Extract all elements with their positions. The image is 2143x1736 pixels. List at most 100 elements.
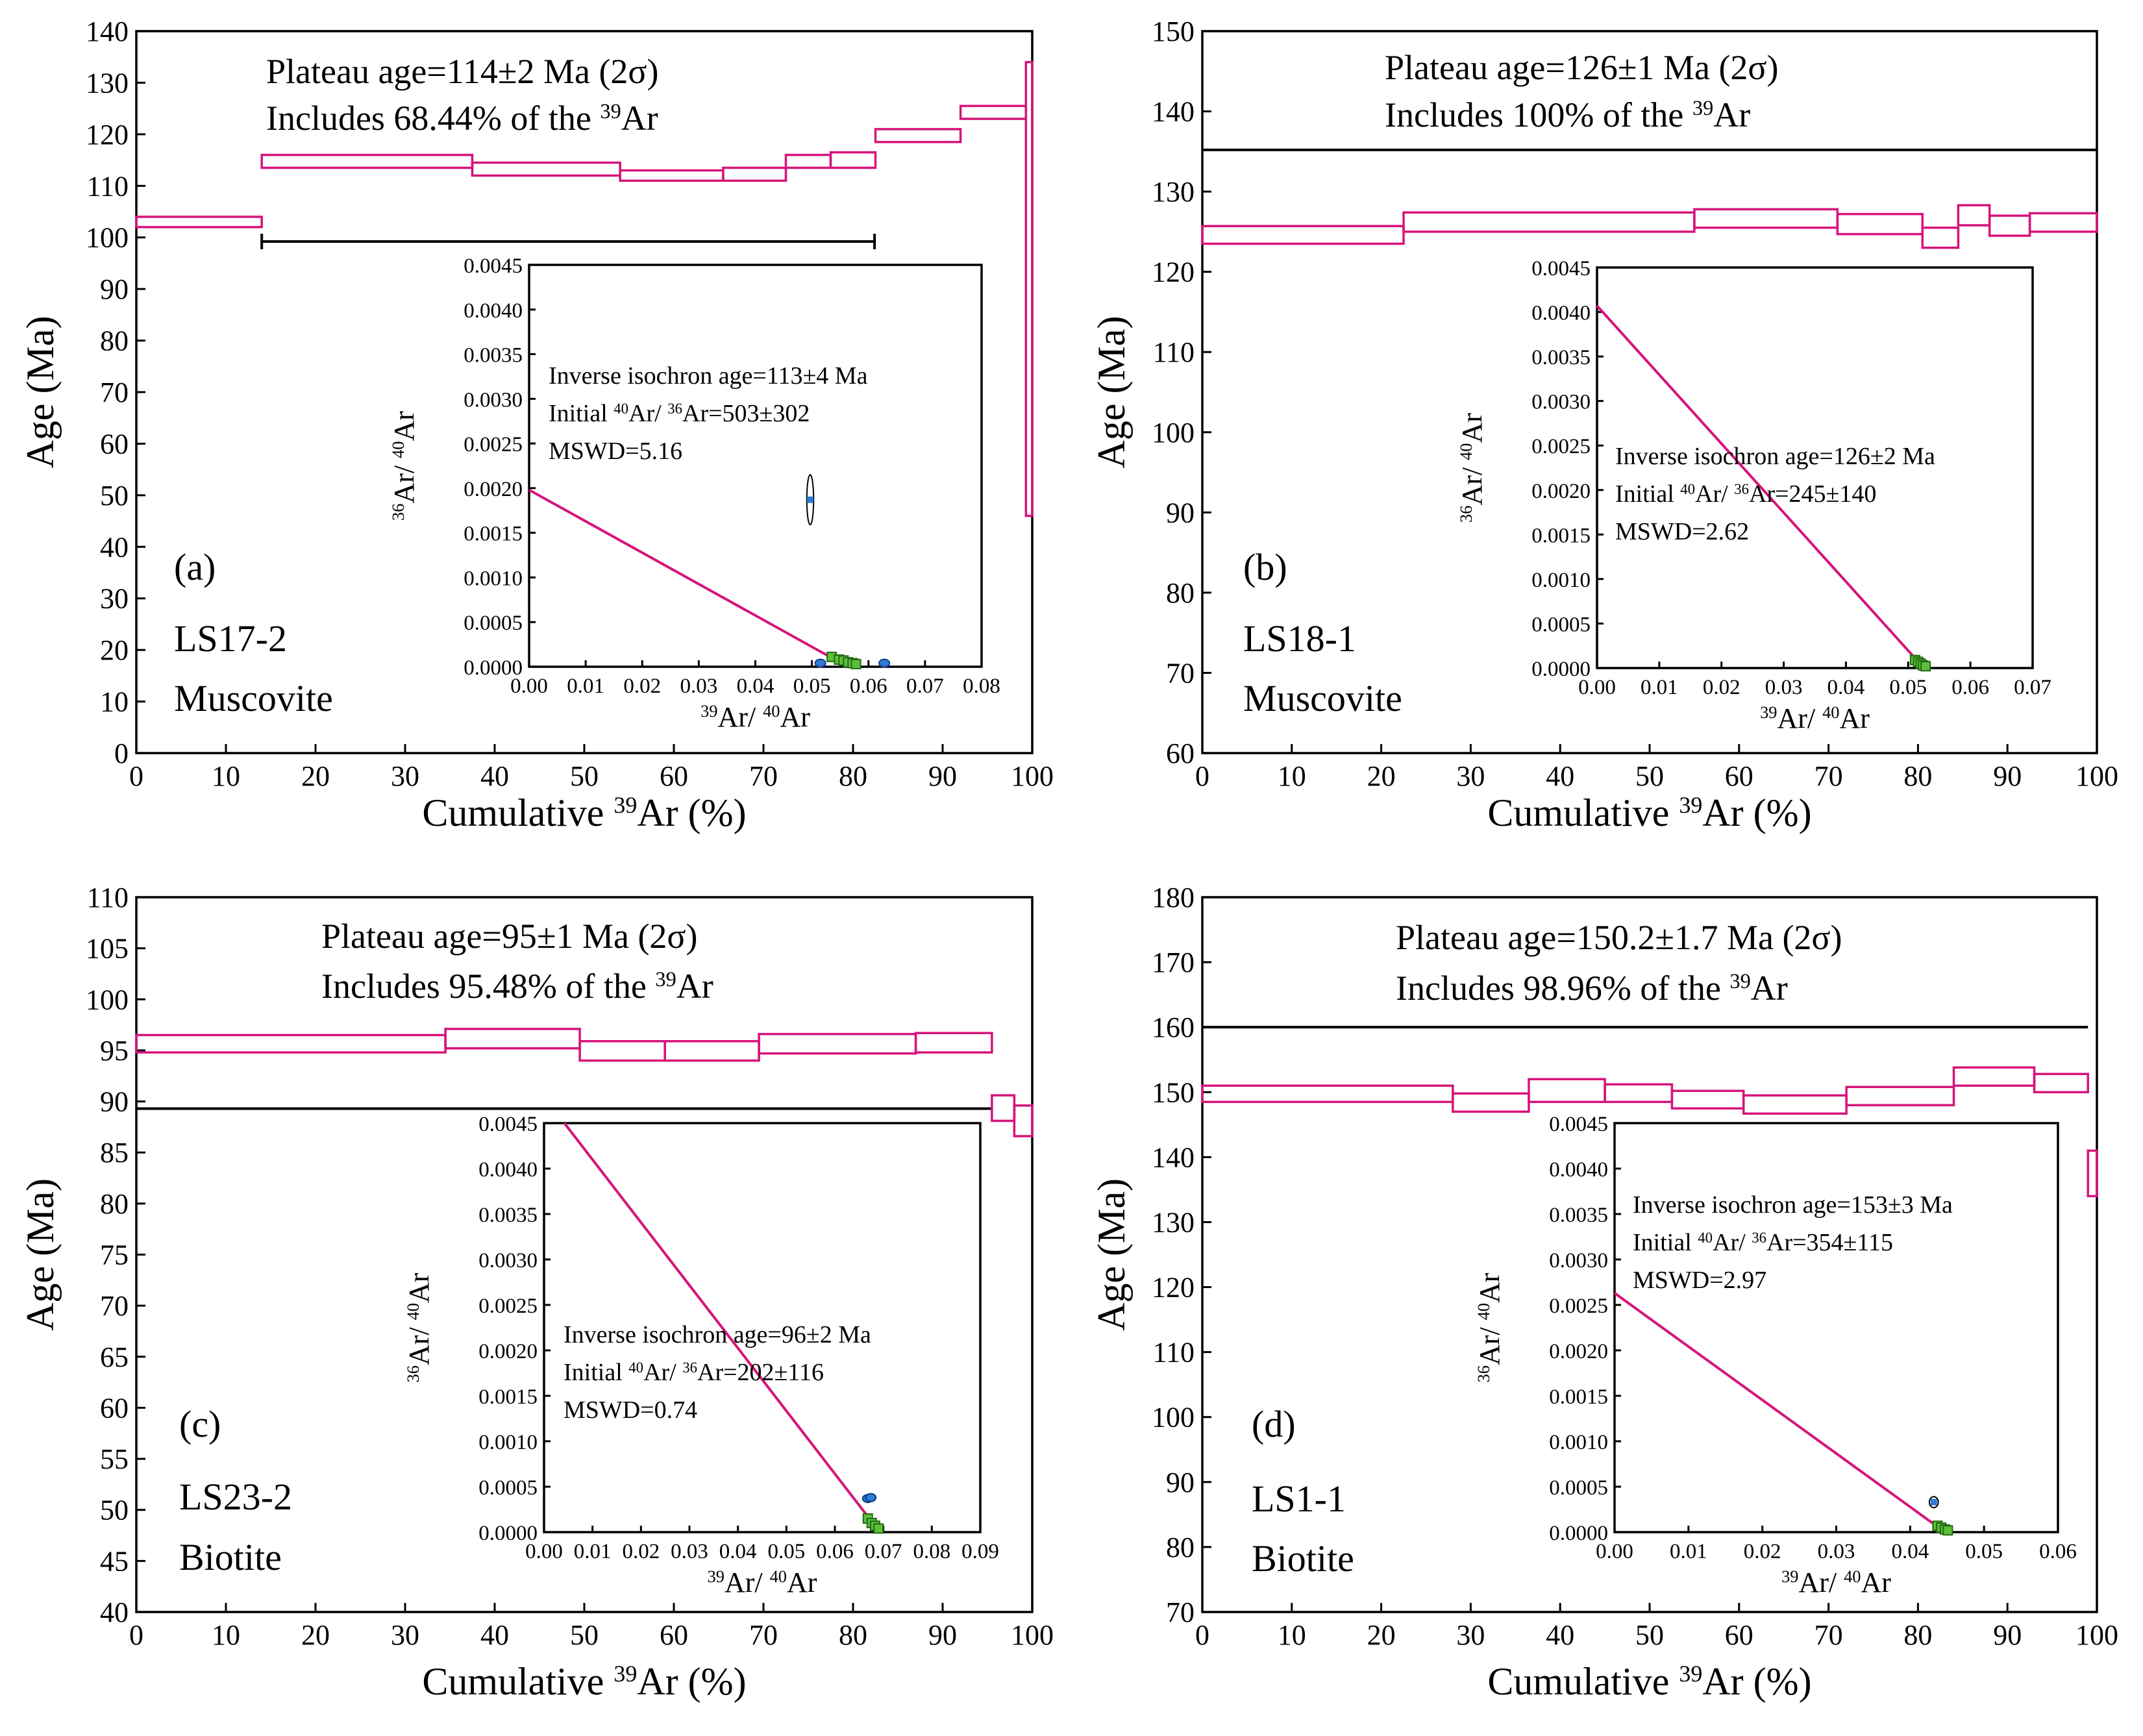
- inset-isochron: 0.00 0.01 0.02 0.03 0.04 0.05 0.06 0.07 0.0000 0.…: [1456, 257, 2051, 734]
- y-tick-label: 100: [1152, 1402, 1195, 1433]
- inset-y-tick-label: 0.0045: [464, 254, 523, 278]
- isochron-mswd-text: MSWD=2.97: [1633, 1267, 1766, 1294]
- inset-x-tick-label: 0.00: [1578, 676, 1616, 699]
- y-tick-label: 100: [1152, 417, 1195, 449]
- inset-frame: [543, 1122, 982, 1533]
- inset-x-tick-label: 0.02: [1703, 676, 1740, 699]
- x-tick-label: 30: [391, 1619, 419, 1651]
- age-step: [1201, 225, 1405, 245]
- x-tick-label: 100: [2075, 760, 2118, 792]
- panel-b: 0 10 20 30 40 50 60 70 80 90 100 60 70 80 90 100 110 120 1…: [1090, 16, 2118, 834]
- sample-name: LS17-2: [174, 617, 287, 660]
- age-step: [2087, 1149, 2098, 1198]
- inset-x-tick-label: 0.01: [1670, 1540, 1707, 1563]
- y-tick-label: 110: [87, 170, 129, 202]
- inset-y-tick-label: 0.0000: [1531, 658, 1591, 681]
- x-tick-label: 10: [212, 1619, 240, 1651]
- plateau-age-text: Plateau age=126±1 Ma (2σ): [1385, 48, 1779, 87]
- inset-y-tick-label: 0.0045: [1549, 1113, 1608, 1136]
- x-tick-label: 0: [129, 760, 143, 792]
- y-tick-label: 100: [86, 984, 129, 1015]
- age-step: [135, 216, 263, 229]
- inset-x-tick-label: 0.03: [680, 675, 718, 698]
- isochron-error-ellipse: [806, 474, 815, 526]
- inset-y-axis-label: 36Ar/ 40Ar: [1456, 413, 1488, 523]
- inset-y-tick-label: 0.0025: [1531, 435, 1591, 458]
- inset-x-tick-label: 0.05: [767, 1540, 805, 1563]
- y-tick-label: 100: [86, 222, 129, 254]
- inset-y-tick-label: 0.0005: [464, 612, 523, 635]
- age-step: [722, 166, 787, 182]
- inset-y-axis-label: 36Ar/ 40Ar: [1474, 1272, 1505, 1382]
- isochron-point-blue: [865, 1493, 877, 1502]
- y-tick-label: 140: [86, 16, 129, 47]
- y-tick-label: 95: [100, 1035, 129, 1067]
- inset-x-tick-label: 0.02: [623, 675, 661, 698]
- age-step: [260, 153, 474, 169]
- inset-y-tick-label: 0.0035: [1531, 346, 1591, 369]
- x-axis-label: Cumulative 39Ar (%): [1487, 791, 1811, 834]
- inset-y-tick-label: 0.0015: [1549, 1385, 1608, 1409]
- age-step: [2028, 212, 2098, 233]
- plateau-age-text: Plateau age=114±2 Ma (2σ): [266, 52, 659, 91]
- inset-y-tick-label: 0.0020: [464, 478, 523, 501]
- isochron-point-green: [1920, 661, 1931, 672]
- y-axis-label: Age (Ma): [1090, 316, 1133, 469]
- inset-x-tick-label: 0.03: [671, 1540, 708, 1563]
- y-tick-label: 140: [1152, 96, 1195, 128]
- inset-y-tick-label: 0.0030: [464, 388, 523, 412]
- inset-y-tick-label: 0.0035: [478, 1204, 538, 1227]
- panel-label: (c): [179, 1403, 221, 1445]
- y-tick-label: 80: [100, 325, 129, 357]
- x-tick-label: 30: [391, 760, 419, 792]
- inset-x-tick-label: 0.01: [574, 1540, 612, 1563]
- x-tick-label: 0: [1195, 760, 1209, 792]
- inset-y-tick-label: 0.0015: [1531, 524, 1591, 547]
- inset-y-tick-label: 0.0025: [464, 433, 523, 456]
- y-axis-label: Age (Ma): [19, 316, 62, 469]
- y-tick-label: 55: [100, 1443, 129, 1475]
- inset-x-tick-label: 0.04: [1827, 676, 1865, 699]
- isochron-initial-text: Initial 40Ar/ 36Ar=354±115: [1633, 1229, 1893, 1256]
- y-tick-label: 90: [1166, 497, 1195, 528]
- inset-x-tick-label: 0.04: [737, 675, 774, 698]
- inset-y-tick-label: 0.0020: [1531, 480, 1591, 503]
- inset-y-tick-label: 0.0045: [478, 1113, 538, 1136]
- x-tick-label: 40: [1546, 760, 1574, 792]
- age-step: [874, 128, 962, 143]
- age-step: [829, 151, 877, 169]
- inset-x-tick-label: 0.06: [850, 675, 887, 698]
- inset-y-tick-label: 0.0015: [478, 1385, 538, 1409]
- y-tick-label: 80: [100, 1188, 129, 1220]
- inset-x-tick-label: 0.07: [2014, 676, 2051, 699]
- inset-x-tick-label: 0.01: [567, 675, 604, 698]
- x-tick-label: 80: [839, 1619, 867, 1651]
- x-tick-label: 60: [660, 1619, 688, 1651]
- isochron-point-green: [850, 658, 861, 669]
- isochron-error-ellipse: [1928, 1496, 1939, 1509]
- x-axis-label: Cumulative 39Ar (%): [422, 791, 746, 834]
- isochron-age-text: Inverse isochron age=96±2 Ma: [564, 1321, 871, 1348]
- x-tick-label: 90: [1993, 760, 2022, 792]
- inset-x-axis-label: 39Ar/ 40Ar: [1781, 1567, 1891, 1598]
- isochron-initial-text: Initial 40Ar/ 36Ar=202±116: [564, 1359, 824, 1386]
- age-step: [1013, 1104, 1034, 1137]
- mineral-name: Muscovite: [1243, 677, 1402, 719]
- isochron-point-blue: [878, 658, 891, 668]
- isochron-initial-text: Initial 40Ar/ 36Ar=245±140: [1615, 480, 1876, 508]
- inset-y-tick-label: 0.0010: [1531, 569, 1591, 592]
- y-tick-label: 180: [1152, 882, 1195, 913]
- y-tick-label: 50: [100, 480, 129, 512]
- age-step: [1845, 1085, 1955, 1107]
- inset-y-tick-label: 0.0010: [464, 567, 523, 590]
- y-tick-label: 110: [1153, 336, 1195, 368]
- plateau-includes-text: Includes 98.96% of the 39Ar: [1396, 969, 1788, 1008]
- inset-x-tick-label: 0.01: [1641, 676, 1678, 699]
- x-tick-label: 90: [928, 1619, 957, 1651]
- inset-y-tick-label: 0.0030: [1549, 1249, 1608, 1272]
- y-axis-label: Age (Ma): [1090, 1178, 1133, 1331]
- inset-y-tick-label: 0.0015: [464, 523, 523, 546]
- inset-x-tick-label: 0.02: [622, 1540, 660, 1563]
- isochron-age-text: Inverse isochron age=113±4 Ma: [549, 362, 868, 390]
- isochron-initial-text: Initial 40Ar/ 36Ar=503±302: [549, 400, 810, 427]
